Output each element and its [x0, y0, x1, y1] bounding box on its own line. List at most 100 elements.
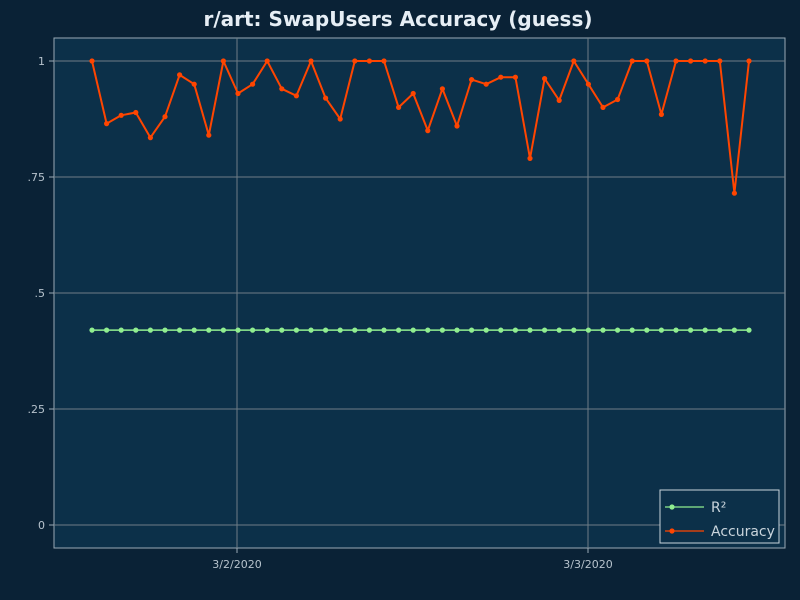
y-tick-label: 1 — [38, 55, 45, 68]
r2-data-point — [615, 327, 621, 333]
y-tick-label: .75 — [28, 171, 46, 184]
r2-data-point — [352, 327, 358, 333]
r2-data-point — [731, 327, 738, 333]
r2-data-point — [396, 327, 402, 333]
accuracy-data-point — [571, 58, 577, 64]
accuracy-data-point — [702, 58, 708, 64]
accuracy-data-point — [615, 96, 621, 103]
r2-data-point — [746, 327, 752, 333]
accuracy-data-point — [629, 58, 635, 64]
r2-data-point — [366, 327, 372, 333]
legend-r2-label: R² — [711, 500, 726, 516]
accuracy-data-point — [717, 58, 723, 64]
y-tick-label: .25 — [28, 403, 46, 416]
y-tick-label: 0 — [38, 519, 45, 532]
series-layer — [89, 58, 752, 333]
r2-data-point — [337, 327, 343, 333]
accuracy-data-point — [206, 132, 212, 138]
r2-data-point — [454, 327, 460, 333]
accuracy-data-point — [425, 128, 431, 134]
r2-data-point — [571, 327, 577, 333]
r2-data-point — [629, 327, 635, 333]
r2-data-point — [206, 327, 212, 333]
accuracy-data-point — [308, 58, 314, 64]
legend-r2-marker — [669, 504, 675, 510]
y-tick-labels: 0 .25 .5 .75 1 — [28, 55, 46, 532]
chart-title: r/art: SwapUsers Accuracy (guess) — [203, 7, 592, 31]
accuracy-data-point — [688, 58, 694, 64]
r2-data-point — [527, 327, 533, 333]
r2-data-point — [600, 327, 606, 333]
accuracy-data-point — [542, 76, 548, 82]
accuracy-data-point — [133, 109, 139, 116]
r2-data-point — [293, 327, 299, 333]
r2-data-point — [308, 327, 314, 333]
r2-data-point — [658, 327, 665, 333]
r2-data-point — [177, 327, 183, 333]
r2-data-point — [483, 327, 489, 333]
x-tick-label: 3/2/2020 — [212, 558, 261, 571]
r2-data-point — [702, 327, 708, 333]
accuracy-data-point — [673, 58, 679, 64]
r2-data-point — [89, 327, 95, 333]
r2-data-point — [410, 327, 416, 333]
accuracy-data-point — [89, 58, 95, 64]
accuracy-data-point — [410, 90, 416, 97]
r2-data-point — [264, 327, 270, 333]
r2-data-point — [191, 327, 197, 333]
x-tick-label: 3/3/2020 — [563, 558, 612, 571]
accuracy-data-point — [483, 81, 489, 87]
accuracy-data-point — [279, 86, 285, 92]
accuracy-data-point — [439, 86, 445, 92]
accuracy-data-point — [454, 123, 460, 129]
legend-box — [659, 489, 780, 544]
accuracy-data-point — [396, 104, 402, 110]
accuracy-data-point — [118, 112, 124, 118]
r2-data-point — [381, 327, 387, 333]
r2-data-point — [162, 327, 168, 333]
accuracy-data-point — [235, 90, 241, 97]
r2-data-point — [118, 327, 124, 333]
y-tick-label: .5 — [35, 287, 46, 300]
accuracy-data-point — [469, 77, 475, 83]
r2-data-point — [235, 327, 241, 333]
accuracy-data-point — [746, 58, 752, 64]
r2-data-point — [498, 327, 504, 333]
accuracy-data-point — [498, 74, 504, 80]
r2-data-point — [469, 327, 475, 333]
r2-data-point — [425, 327, 431, 333]
r2-data-point — [133, 327, 139, 333]
accuracy-data-point — [600, 104, 606, 110]
accuracy-data-point — [527, 155, 533, 161]
r2-data-point — [279, 327, 285, 333]
accuracy-series-line — [91, 60, 750, 195]
x-tick-labels: 3/2/2020 3/3/2020 — [212, 558, 612, 571]
accuracy-data-point — [147, 135, 153, 141]
accuracy-data-point — [585, 81, 592, 87]
accuracy-data-point — [323, 95, 329, 101]
accuracy-data-point — [177, 72, 183, 78]
r2-data-point — [147, 327, 153, 333]
accuracy-data-point — [250, 81, 256, 87]
accuracy-data-point — [264, 58, 270, 64]
legend-accuracy-marker — [669, 528, 675, 534]
accuracy-data-point — [293, 93, 299, 99]
legend: R² Accuracy — [659, 489, 780, 544]
accuracy-data-point — [366, 58, 372, 64]
accuracy-data-point — [352, 58, 358, 64]
accuracy-data-point — [512, 74, 519, 80]
accuracy-data-point — [162, 114, 168, 120]
r2-data-point — [556, 327, 562, 333]
r2-data-point — [439, 327, 445, 333]
accuracy-data-point — [337, 116, 343, 122]
r2-data-point — [323, 327, 329, 333]
accuracy-data-point — [381, 58, 387, 64]
accuracy-data-point — [658, 111, 665, 117]
r2-data-point — [585, 327, 592, 333]
accuracy-data-point — [220, 58, 226, 64]
accuracy-data-point — [731, 190, 738, 196]
accuracy-data-point — [191, 81, 197, 87]
r2-data-point — [512, 327, 519, 333]
accuracy-data-point — [644, 58, 650, 64]
